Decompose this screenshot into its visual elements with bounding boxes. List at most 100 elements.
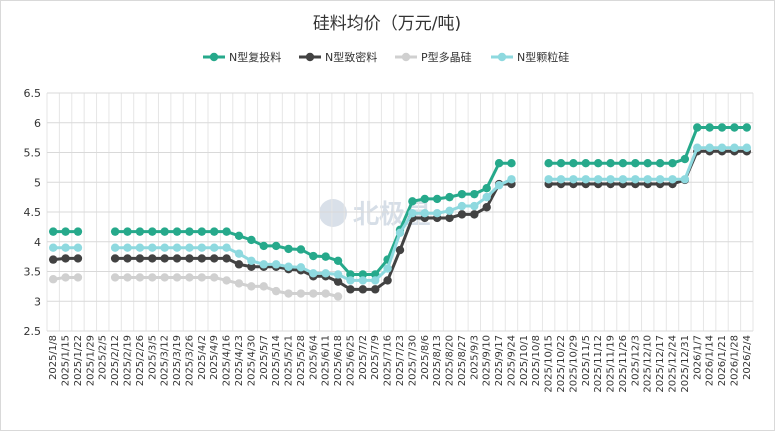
data-point bbox=[383, 276, 392, 285]
y-tick-label: 6.5 bbox=[24, 87, 42, 100]
y-tick-label: 5.5 bbox=[24, 147, 42, 160]
data-point bbox=[333, 292, 343, 301]
data-point bbox=[470, 210, 479, 219]
y-tick-label: 5 bbox=[34, 176, 41, 189]
data-point bbox=[73, 273, 83, 282]
x-tick-label: 2025/2/19 bbox=[123, 335, 134, 386]
series-line bbox=[548, 126, 747, 165]
data-point bbox=[408, 208, 417, 218]
data-point bbox=[172, 243, 182, 252]
data-point bbox=[210, 254, 219, 263]
x-tick-label: 2026/1/7 bbox=[692, 335, 703, 380]
data-point bbox=[470, 189, 479, 199]
x-tick-label: 2025/6/4 bbox=[308, 335, 319, 380]
y-tick-label: 2.5 bbox=[24, 325, 42, 338]
x-tick-label: 2025/8/13 bbox=[432, 335, 443, 386]
data-point bbox=[680, 154, 690, 164]
x-tick-label: 2025/8/20 bbox=[445, 335, 456, 386]
data-point bbox=[358, 285, 368, 294]
legend-item[interactable]: N型致密料 bbox=[299, 50, 377, 64]
data-point bbox=[643, 159, 652, 168]
data-point bbox=[148, 243, 157, 252]
data-point bbox=[705, 123, 714, 132]
data-point bbox=[569, 159, 578, 168]
x-tick-label: 2025/7/9 bbox=[370, 335, 381, 380]
data-point bbox=[494, 159, 504, 168]
data-point bbox=[321, 269, 330, 278]
data-point bbox=[110, 254, 120, 263]
data-point bbox=[210, 243, 219, 252]
data-point bbox=[185, 227, 194, 236]
data-point bbox=[48, 255, 58, 264]
data-point bbox=[160, 227, 169, 236]
horizontal-gridlines bbox=[47, 92, 753, 332]
x-tick-label: 2026/1/28 bbox=[729, 335, 740, 386]
data-point bbox=[346, 285, 355, 294]
data-point bbox=[234, 249, 244, 258]
x-tick-label: 2025/12/31 bbox=[680, 335, 691, 393]
x-tick-label: 2026/1/21 bbox=[717, 335, 728, 386]
data-point bbox=[259, 282, 268, 291]
data-point bbox=[680, 175, 690, 184]
data-point bbox=[73, 243, 83, 252]
x-tick-label: 2025/5/21 bbox=[284, 335, 295, 386]
data-point bbox=[135, 273, 145, 282]
data-point bbox=[730, 123, 739, 132]
data-point bbox=[593, 175, 603, 184]
data-point bbox=[271, 286, 281, 296]
data-point bbox=[160, 243, 169, 252]
data-point bbox=[420, 208, 429, 218]
data-point bbox=[321, 289, 330, 298]
x-tick-label: 2025/1/29 bbox=[85, 335, 96, 386]
data-point bbox=[61, 243, 70, 252]
data-point bbox=[185, 243, 194, 252]
data-point bbox=[197, 273, 207, 282]
legend-item[interactable]: N型复投料 bbox=[203, 50, 281, 64]
data-point bbox=[618, 159, 628, 168]
data-point bbox=[197, 227, 207, 236]
x-tick-label: 2025/3/5 bbox=[147, 335, 158, 380]
data-point bbox=[222, 227, 231, 236]
legend-item[interactable]: P型多晶硅 bbox=[395, 50, 472, 64]
x-tick-label: 2025/2/5 bbox=[98, 335, 109, 380]
x-tick-label: 2025/4/2 bbox=[197, 335, 208, 380]
x-tick-label: 2025/7/2 bbox=[358, 335, 369, 380]
legend-label: N型致密料 bbox=[325, 50, 377, 64]
x-tick-label: 2025/6/25 bbox=[345, 335, 356, 386]
data-point bbox=[210, 273, 219, 282]
data-point bbox=[160, 273, 169, 282]
data-point bbox=[197, 254, 207, 263]
data-point bbox=[247, 262, 256, 271]
data-point bbox=[284, 262, 293, 271]
data-point bbox=[309, 289, 318, 298]
x-tick-label: 2025/10/29 bbox=[568, 335, 579, 393]
x-tick-label: 2025/4/9 bbox=[209, 335, 220, 380]
y-tick-label: 3.5 bbox=[24, 266, 42, 279]
x-tick-label: 2025/9/17 bbox=[494, 335, 505, 386]
data-point bbox=[48, 227, 58, 236]
x-axis-ticks: 2025/1/8 2025/1/15 2025/1/22 2025/1/29 2025/… bbox=[48, 335, 753, 393]
chart-title: 硅料均价（万元/吨) bbox=[313, 14, 461, 34]
x-tick-label: 2025/11/5 bbox=[581, 335, 592, 386]
data-point bbox=[742, 143, 752, 152]
data-point bbox=[358, 276, 368, 285]
x-tick-label: 2026/1/14 bbox=[705, 335, 716, 386]
data-point bbox=[556, 175, 566, 184]
data-point bbox=[234, 260, 244, 269]
data-point bbox=[445, 192, 454, 202]
legend-item[interactable]: N型颗粒硅 bbox=[491, 50, 569, 64]
data-point bbox=[172, 254, 182, 263]
data-point bbox=[631, 175, 640, 184]
data-point bbox=[482, 184, 491, 193]
data-point bbox=[61, 254, 70, 263]
x-tick-label: 2025/10/1 bbox=[519, 335, 530, 386]
watermark-logo-icon bbox=[319, 199, 347, 227]
x-tick-label: 2025/5/7 bbox=[259, 335, 270, 380]
data-point bbox=[569, 175, 578, 184]
watermark: 北极星 bbox=[319, 199, 431, 230]
data-point bbox=[655, 159, 665, 168]
data-point bbox=[470, 201, 479, 211]
y-tick-label: 6 bbox=[34, 117, 41, 130]
data-point bbox=[222, 243, 231, 252]
